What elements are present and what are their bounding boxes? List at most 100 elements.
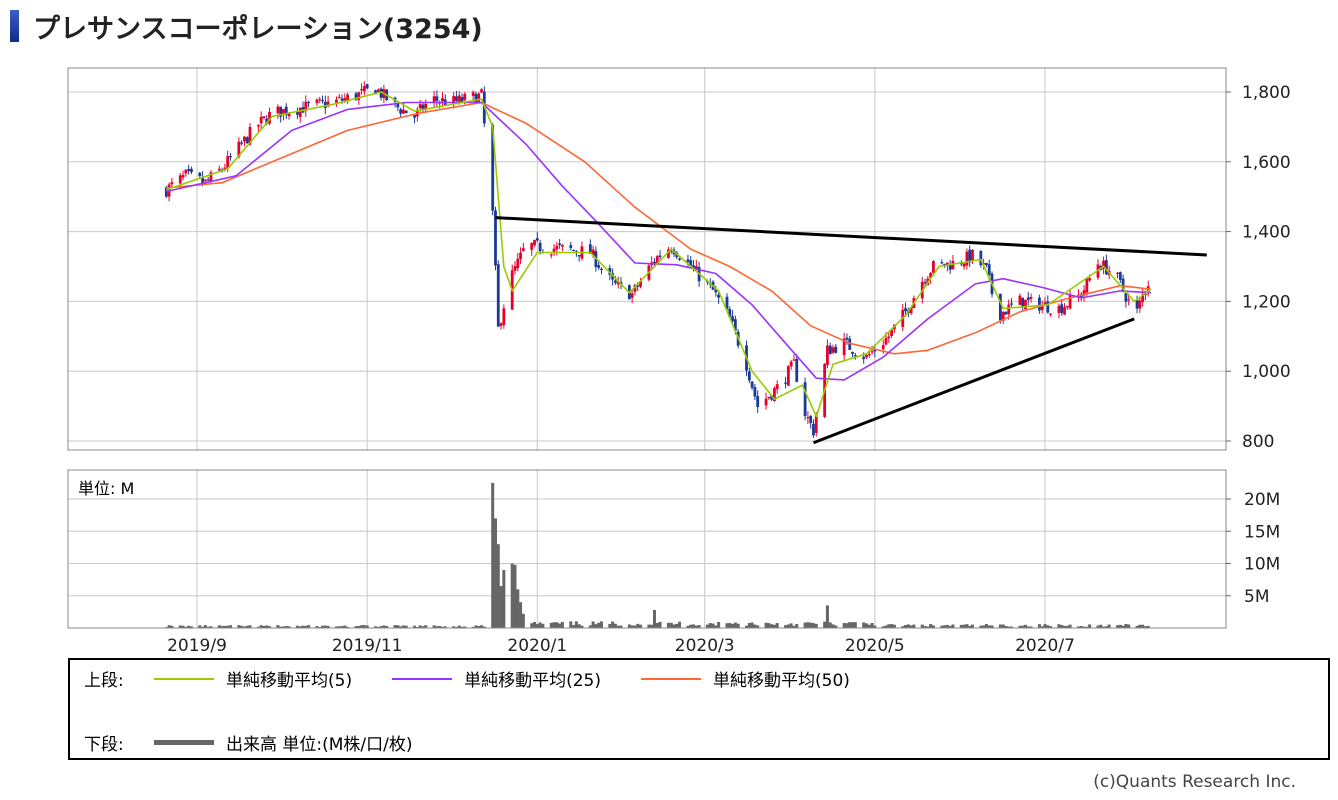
- volume-bar: [287, 626, 291, 628]
- candle-body: [1082, 290, 1086, 296]
- candle-body: [1040, 304, 1044, 311]
- candle-body: [862, 356, 866, 360]
- volume-bar: [1010, 626, 1014, 628]
- volume-bar: [920, 624, 924, 628]
- volume-bar: [945, 624, 949, 628]
- candle-body: [1004, 311, 1008, 315]
- candle-body: [494, 210, 497, 266]
- candle-body: [786, 366, 790, 386]
- volume-bar: [686, 625, 690, 628]
- volume-bar: [334, 626, 338, 628]
- volume-bar: [792, 625, 796, 628]
- candle-body: [909, 307, 913, 314]
- candle-body: [572, 249, 575, 252]
- candle-body: [279, 106, 283, 117]
- candle-body: [1029, 296, 1033, 299]
- candle-body: [357, 92, 361, 100]
- volume-bar: [187, 625, 191, 628]
- volume-bar: [1121, 625, 1125, 628]
- volume-frame: [67, 469, 1227, 629]
- candle-body: [1024, 299, 1027, 310]
- candle-body: [360, 88, 363, 91]
- candle-body: [1021, 297, 1025, 308]
- volume-bar: [295, 625, 299, 628]
- candle-body: [223, 167, 227, 170]
- volume-bar: [627, 624, 631, 628]
- volume-bar: [1040, 626, 1044, 628]
- candle-body: [1116, 272, 1119, 274]
- title-marker: [10, 10, 19, 42]
- volume-bar: [248, 625, 252, 628]
- volume-bar: [580, 625, 584, 628]
- volume-bar: [630, 625, 634, 628]
- candle-body: [569, 245, 573, 249]
- volume-bar: [513, 564, 517, 628]
- x-tick-label: 2019/11: [332, 636, 403, 656]
- volume-bar: [1029, 626, 1033, 628]
- candle-body: [1079, 294, 1083, 298]
- volume-bar: [510, 563, 514, 628]
- volume-bar: [443, 626, 447, 628]
- candle-body: [530, 243, 534, 250]
- volume-bar: [675, 623, 679, 628]
- volume-bar: [1099, 624, 1103, 628]
- volume-bar: [365, 625, 369, 628]
- volume-bar: [1007, 626, 1011, 628]
- volume-bar: [750, 622, 754, 628]
- volume-bar: [770, 624, 774, 628]
- candle-body: [881, 345, 885, 350]
- volume-bar: [354, 626, 358, 628]
- volume-bar: [276, 625, 280, 628]
- legend-lower-label: 下段:: [84, 735, 124, 755]
- volume-tick-label: 5M: [1244, 587, 1269, 607]
- volume-bar: [1088, 624, 1092, 628]
- candle-body: [432, 96, 436, 102]
- candle-body: [733, 319, 737, 331]
- volume-bar: [608, 623, 612, 628]
- candle-body: [591, 249, 595, 256]
- price-panel-bg: [68, 68, 1226, 450]
- volume-bar: [809, 622, 813, 628]
- candle-body: [756, 395, 760, 408]
- legend-item-label: 単純移動平均(25): [464, 671, 601, 691]
- candle-body: [519, 252, 522, 260]
- candle-body: [853, 355, 857, 357]
- volume-bar: [421, 626, 425, 628]
- candle-body: [209, 172, 213, 182]
- volume-bar: [890, 624, 894, 628]
- candle-body: [516, 258, 520, 269]
- y-tick-label: 1,200: [1242, 292, 1291, 312]
- candle-body: [248, 126, 252, 145]
- volume-bar: [399, 626, 403, 628]
- candle-body: [870, 351, 874, 353]
- volume-bar: [639, 624, 643, 628]
- candle-body: [775, 384, 779, 390]
- volume-bar: [323, 625, 327, 628]
- volume-bar: [929, 624, 933, 628]
- volume-bar: [560, 621, 564, 628]
- volume-bar: [1116, 625, 1120, 628]
- candle-body: [178, 175, 182, 184]
- volume-bar: [1065, 625, 1069, 628]
- volume-bar: [477, 625, 481, 628]
- volume-bar: [457, 625, 461, 628]
- x-tick-label: 2020/7: [1015, 636, 1075, 656]
- candle-body: [968, 249, 972, 263]
- volume-bar: [599, 621, 603, 628]
- candle-body: [639, 281, 642, 287]
- candle-body: [945, 262, 949, 266]
- volume-bar: [379, 626, 383, 628]
- volume-bar: [220, 626, 224, 628]
- candle-body: [834, 346, 838, 353]
- candle-body: [170, 182, 174, 185]
- candle-body: [965, 251, 969, 266]
- candle-body: [323, 101, 327, 108]
- volume-bar: [728, 623, 732, 628]
- volume-bar: [909, 625, 913, 628]
- volume-bar: [616, 625, 620, 628]
- volume-bar: [170, 625, 174, 628]
- volume-bar: [326, 625, 330, 628]
- candle-body: [750, 381, 754, 388]
- volume-bar: [926, 626, 930, 628]
- candle-body: [413, 115, 416, 118]
